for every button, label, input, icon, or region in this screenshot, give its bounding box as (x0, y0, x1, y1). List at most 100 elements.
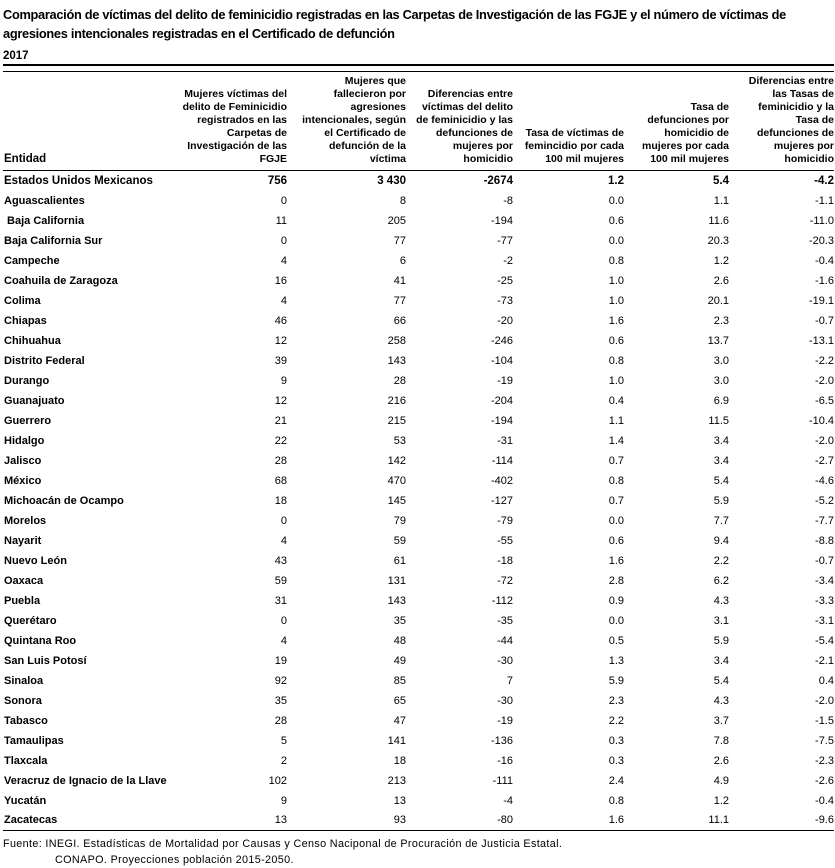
cell-value: 59 (274, 574, 287, 587)
cell-value: 3.4 (713, 654, 729, 667)
cell-value: 12 (274, 334, 287, 347)
cell-value: 5.4 (713, 174, 729, 187)
cell-value: 102 (268, 774, 287, 787)
cell-value: -80 (406, 810, 513, 831)
cell-value: 213 (387, 774, 406, 787)
column-header-diferencias-tasas: Diferencias entre las Tasas de feminicid… (729, 71, 834, 171)
cell-value: 142 (387, 454, 406, 467)
entity-name: Yucatán (4, 794, 47, 807)
table-row: México 68 470 -402 0.8 5.4 -4.6 (3, 471, 834, 491)
entity-name: Baja California Sur (4, 234, 103, 247)
cell-value: 13 (175, 810, 287, 831)
cell-value: -2.6 (815, 774, 834, 787)
entity-name: Zacatecas (3, 810, 175, 831)
entity-name: Guanajuato (4, 394, 65, 407)
cell-value: -2.0 (815, 694, 834, 707)
cell-value: 6 (399, 254, 406, 267)
entity-name: Puebla (4, 594, 41, 607)
cell-value: 470 (387, 474, 406, 487)
cell-value: 11.1 (624, 810, 729, 831)
cell-value: 1.6 (608, 554, 624, 567)
entity-name: México (4, 474, 42, 487)
cell-value: 3.1 (713, 614, 729, 627)
table-row: Campeche 4 6 -2 0.8 1.2 -0.4 (3, 251, 834, 271)
entity-name: Michoacán de Ocampo (4, 494, 124, 507)
cell-value: 43 (274, 554, 287, 567)
cell-value: 61 (393, 554, 406, 567)
column-header-diferencias-victimas: Diferencias entre víctimas del delito de… (406, 71, 513, 171)
cell-value: 35 (393, 614, 406, 627)
cell-value: 143 (387, 594, 406, 607)
cell-value: 6.2 (713, 574, 729, 587)
table-body: Estados Unidos Mexicanos 756 3 430 -2674 1.2… (3, 171, 834, 831)
cell-value: 2.6 (713, 274, 729, 287)
cell-value: 20.1 (707, 294, 729, 307)
cell-value: -72 (497, 574, 513, 587)
cell-value: 0 (280, 194, 287, 207)
entity-name: Jalisco (4, 454, 42, 467)
table-row: Durango 9 28 -19 1.0 3.0 -2.0 (3, 371, 834, 391)
table-row: Morelos 0 79 -79 0.0 7.7 -7.7 (3, 511, 834, 531)
cell-value: 0.3 (608, 734, 624, 747)
cell-value: -112 (491, 594, 513, 607)
cell-value: 4 (280, 254, 287, 267)
cell-value: -0.7 (815, 554, 834, 567)
cell-value: -1.5 (815, 714, 834, 727)
cell-value: 7 (506, 674, 513, 687)
cell-value: -9.6 (729, 810, 834, 831)
column-header-defunciones-certificado: Mujeres que fallecieron por agresiones i… (287, 71, 406, 171)
cell-value: 5.9 (713, 634, 729, 647)
cell-value: 35 (274, 694, 287, 707)
entity-name: Quintana Roo (4, 634, 77, 647)
cell-value: -194 (490, 414, 513, 427)
cell-value: -136 (490, 734, 513, 747)
table-row: Tabasco 28 47 -19 2.2 3.7 -1.5 (3, 711, 834, 731)
cell-value: 0 (280, 614, 287, 627)
cell-value: -2.1 (815, 654, 834, 667)
cell-value: -44 (497, 634, 513, 647)
cell-value: -25 (497, 274, 513, 287)
entity-name: Oaxaca (4, 574, 44, 587)
table-row: Aguascalientes 0 8 -8 0.0 1.1 -1.1 (3, 191, 834, 211)
cell-value: 0 (280, 234, 287, 247)
cell-value: -1.6 (815, 274, 834, 287)
cell-value: 11.5 (708, 414, 729, 427)
cell-value: 9.4 (713, 534, 729, 547)
page-title: Comparación de víctimas del delito de fe… (3, 7, 786, 41)
cell-value: 1.2 (713, 254, 729, 267)
cell-value: -18 (497, 554, 513, 567)
comparison-table: Entidad Mujeres víctimas del delito de F… (3, 71, 834, 831)
cell-value: 21 (274, 414, 287, 427)
cell-value: 2.2 (608, 714, 624, 727)
table-row: Coahuila de Zaragoza 16 41 -25 1.0 2.6 -1.6 (3, 271, 834, 291)
entity-name: Baja California (4, 214, 85, 227)
cell-value: 2.3 (713, 314, 729, 327)
cell-value: 216 (387, 394, 406, 407)
table-row: Tlaxcala 2 18 -16 0.3 2.6 -2.3 (3, 751, 834, 771)
table-row: Hidalgo 22 53 -31 1.4 3.4 -2.0 (3, 431, 834, 451)
cell-value: -2.3 (815, 754, 834, 767)
cell-value: 3.7 (713, 714, 729, 727)
cell-value: 145 (387, 494, 406, 507)
entity-name: Chiapas (4, 314, 47, 327)
column-header-tasa-defunciones: Tasa de defunciones por homicidio de muj… (624, 71, 729, 171)
column-header-tasa-feminicidio: Tasa de víctimas de femincidio por cada … (513, 71, 624, 171)
cell-value: -11.0 (809, 214, 834, 227)
table-row: Yucatán 9 13 -4 0.8 1.2 -0.4 (3, 791, 834, 811)
entity-name: Morelos (4, 514, 47, 527)
cell-value: 53 (393, 434, 406, 447)
cell-value: 5.4 (713, 474, 729, 487)
cell-value: 0.7 (608, 454, 624, 467)
entity-name: Querétaro (4, 614, 57, 627)
cell-value: -30 (497, 694, 513, 707)
cell-value: 20.3 (707, 234, 729, 247)
table-row: Sinaloa 92 85 7 5.9 5.4 0.4 (3, 671, 834, 691)
cell-value: 0.4 (608, 394, 624, 407)
table-row: Jalisco 28 142 -114 0.7 3.4 -2.7 (3, 451, 834, 471)
cell-value: -4.2 (814, 174, 834, 187)
cell-value: 22 (274, 434, 287, 447)
cell-value: -30 (497, 654, 513, 667)
cell-value: 4.9 (713, 774, 729, 787)
cell-value: 41 (393, 274, 406, 287)
cell-value: -4 (503, 794, 513, 807)
